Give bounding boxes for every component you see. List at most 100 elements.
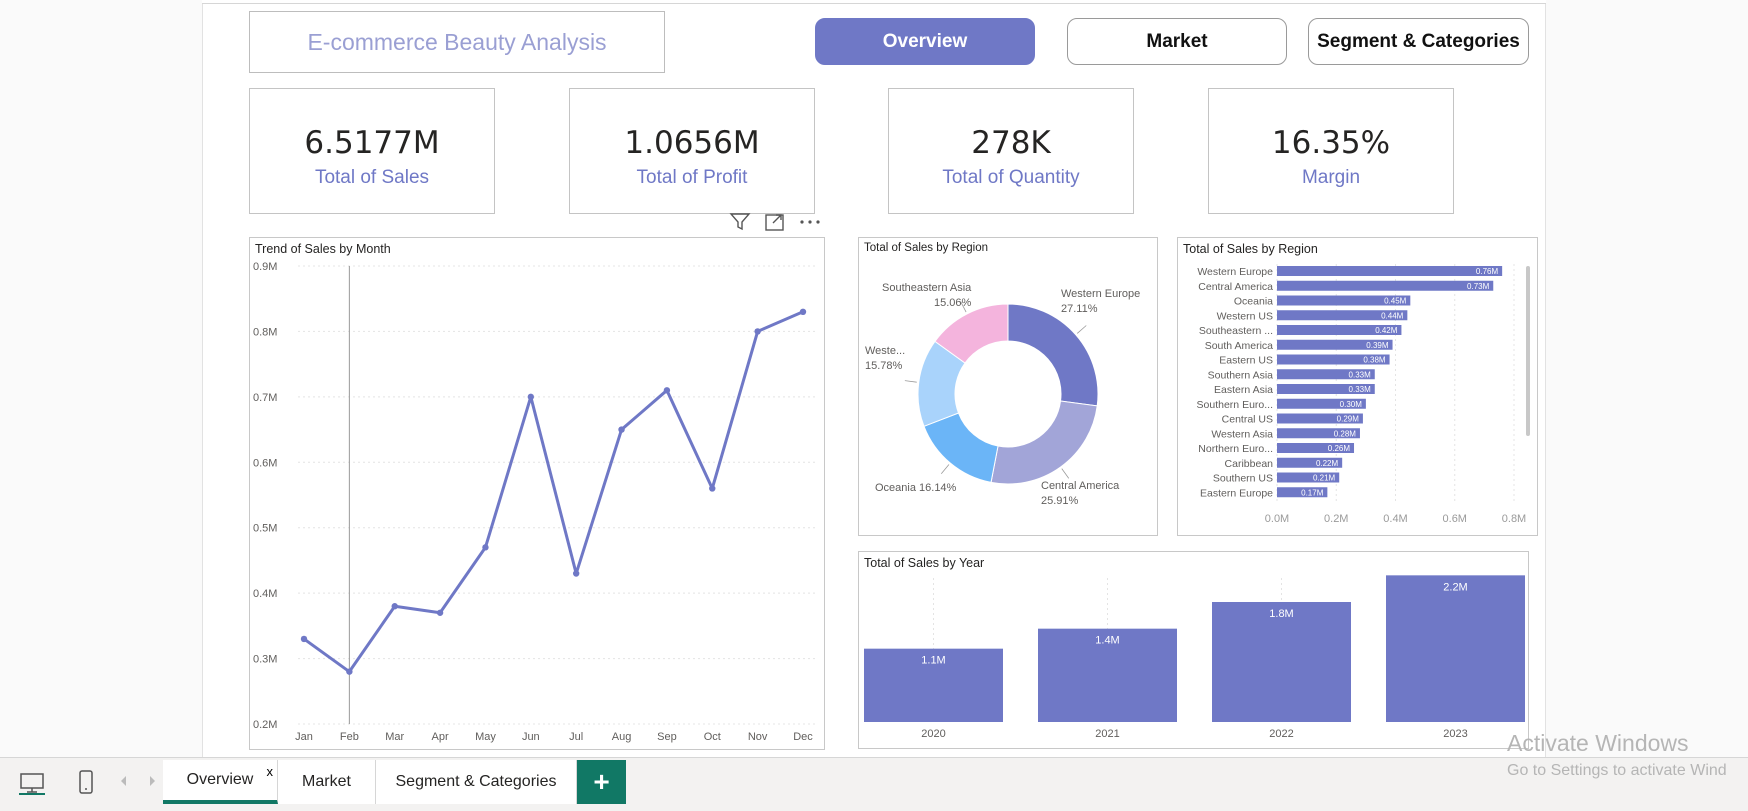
visual-header-toolbar <box>724 212 824 234</box>
bar-value-label: 0.38M <box>1363 356 1386 365</box>
canvas-margin-left <box>0 0 202 757</box>
tab-market[interactable]: Market <box>278 760 376 804</box>
bar-value-label: 0.21M <box>1313 474 1336 483</box>
x-tick-label: Sep <box>657 731 677 743</box>
hbar-chart[interactable]: 0.0M 0.2M 0.4M 0.6M 0.8M Western Europe 0.76M C… <box>1178 238 1537 535</box>
x-tick-label: 0.8M <box>1502 513 1526 525</box>
kpi-value: 1.0656M <box>624 125 760 161</box>
x-tick-label: Oct <box>704 731 721 743</box>
scrollbar-thumb <box>1526 266 1530 436</box>
filter-icon[interactable] <box>729 212 751 237</box>
data-point <box>300 635 308 643</box>
desktop-view-icon[interactable] <box>18 771 46 800</box>
data-point <box>618 426 625 433</box>
x-tick-label: Apr <box>432 731 449 743</box>
bar-value-label: 0.26M <box>1328 444 1351 453</box>
donut-slice <box>934 303 1009 364</box>
kpi-value: 16.35% <box>1271 125 1391 161</box>
tab-label: Segment & Categories <box>395 773 557 790</box>
tab-label: Market <box>302 773 351 790</box>
bar <box>1277 325 1402 335</box>
bar <box>1277 280 1494 291</box>
mobile-view-icon[interactable] <box>76 769 96 800</box>
donut-slice <box>1007 303 1099 407</box>
x-tick-label: 0.6M <box>1443 513 1467 525</box>
bar-value-label: 0.76M <box>1476 267 1499 276</box>
close-tab-icon[interactable]: x <box>266 764 274 779</box>
bar-value-label: 1.1M <box>921 655 945 667</box>
chart-title: Total of Sales by Region <box>864 242 989 254</box>
focus-mode-icon[interactable] <box>764 212 786 237</box>
bar-value-label: 0.28M <box>1334 429 1357 438</box>
leader-line <box>1076 325 1087 334</box>
slice-label: Central America <box>1041 480 1120 492</box>
bar-value-label: 1.4M <box>1095 635 1119 647</box>
kpi-label: Margin <box>1301 167 1361 188</box>
bar <box>1277 339 1393 350</box>
bar <box>1277 443 1355 453</box>
nav-market-button[interactable]: Market <box>1067 18 1287 65</box>
category-label: Southeastern ... <box>1199 325 1273 337</box>
tab-segment-categories[interactable]: Segment & Categories <box>376 760 577 804</box>
category-label: Central US <box>1222 414 1273 426</box>
slice-percent: 25.91% <box>1041 495 1079 507</box>
category-label: Caribbean <box>1225 458 1274 470</box>
bar <box>1277 398 1366 409</box>
kpi-card-profit: 1.0656M Total of Profit <box>569 88 815 214</box>
bar <box>1212 602 1351 722</box>
x-tick-label: Jul <box>569 731 583 743</box>
kpi-value: 6.5177M <box>304 125 440 161</box>
year-bar-chart-panel: Total of Sales by Year 1.1M 2020 1.4M 2021 1… <box>858 551 1529 749</box>
donut-chart[interactable]: Western Europe 27.11% Central America 25.91… <box>859 238 1157 535</box>
category-label: Southern Asia <box>1208 369 1274 381</box>
top-border <box>0 0 1748 4</box>
y-tick-label: 0.9M <box>253 261 277 273</box>
more-options-icon[interactable] <box>798 212 822 237</box>
nav-overview-button[interactable]: Overview <box>815 18 1035 65</box>
bar <box>1277 413 1363 424</box>
kpi-card-margin: 16.35% Margin <box>1208 88 1454 214</box>
donut-slice <box>923 412 999 483</box>
activation-watermark-subtitle: Go to Settings to activate Wind <box>1507 762 1727 779</box>
bar-value-label: 0.30M <box>1340 400 1363 409</box>
data-point <box>709 485 716 492</box>
bar <box>1277 310 1408 321</box>
hbar-chart-panel: Total of Sales by Region 0.0M 0.2M 0.4M 0.6… <box>1177 237 1538 536</box>
nav-segment-categories-button[interactable]: Segment & Categories <box>1308 18 1529 65</box>
x-tick-label: Jan <box>295 731 313 743</box>
bar <box>1277 266 1503 276</box>
category-label: South America <box>1205 340 1273 352</box>
activation-watermark-title: Activate Windows <box>1507 730 1689 756</box>
bar-value-label: 0.44M <box>1381 311 1404 320</box>
data-point <box>754 328 761 335</box>
x-tick-label: May <box>475 731 496 743</box>
data-point <box>663 387 671 394</box>
chart-title: Trend of Sales by Month <box>255 242 391 256</box>
year-bar-chart[interactable]: 1.1M 2020 1.4M 2021 1.8M 2022 2.2M 2023 <box>859 552 1528 748</box>
bar-value-label: 0.45M <box>1384 297 1407 306</box>
bar-value-label: 0.33M <box>1349 385 1372 394</box>
x-tick-label: Aug <box>612 731 632 743</box>
data-point <box>572 570 580 577</box>
add-page-button[interactable]: + <box>577 760 626 804</box>
kpi-card-sales: 6.5177M Total of Sales <box>249 88 495 214</box>
bar-value-label: 0.73M <box>1467 282 1490 291</box>
category-label: Central America <box>1198 281 1273 293</box>
category-label: Eastern Asia <box>1214 384 1273 396</box>
bar-value-label: 0.17M <box>1301 488 1324 497</box>
line-chart[interactable]: 0.2M 0.3M 0.4M 0.5M 0.6M 0.7M 0.8M 0.9M Jan Feb Ma… <box>250 238 824 749</box>
x-tick-label: Mar <box>385 731 404 743</box>
slice-label: Weste... <box>865 345 905 357</box>
slice-label: Southeastern Asia <box>882 282 972 294</box>
kpi-card-quantity: 278K Total of Quantity <box>888 88 1134 214</box>
leader-line <box>904 380 917 383</box>
donut-chart-panel: Total of Sales by Region Western Europe 2… <box>858 237 1158 536</box>
y-tick-label: 0.3M <box>253 654 277 666</box>
scroll-left-icon[interactable] <box>118 773 130 794</box>
tab-overview[interactable]: Overview x <box>163 760 278 804</box>
x-tick-label: Dec <box>793 731 813 743</box>
x-tick-label: 0.2M <box>1324 513 1348 525</box>
category-label: Western Asia <box>1211 428 1273 440</box>
bar <box>1277 354 1390 365</box>
scroll-right-icon[interactable] <box>146 773 158 794</box>
